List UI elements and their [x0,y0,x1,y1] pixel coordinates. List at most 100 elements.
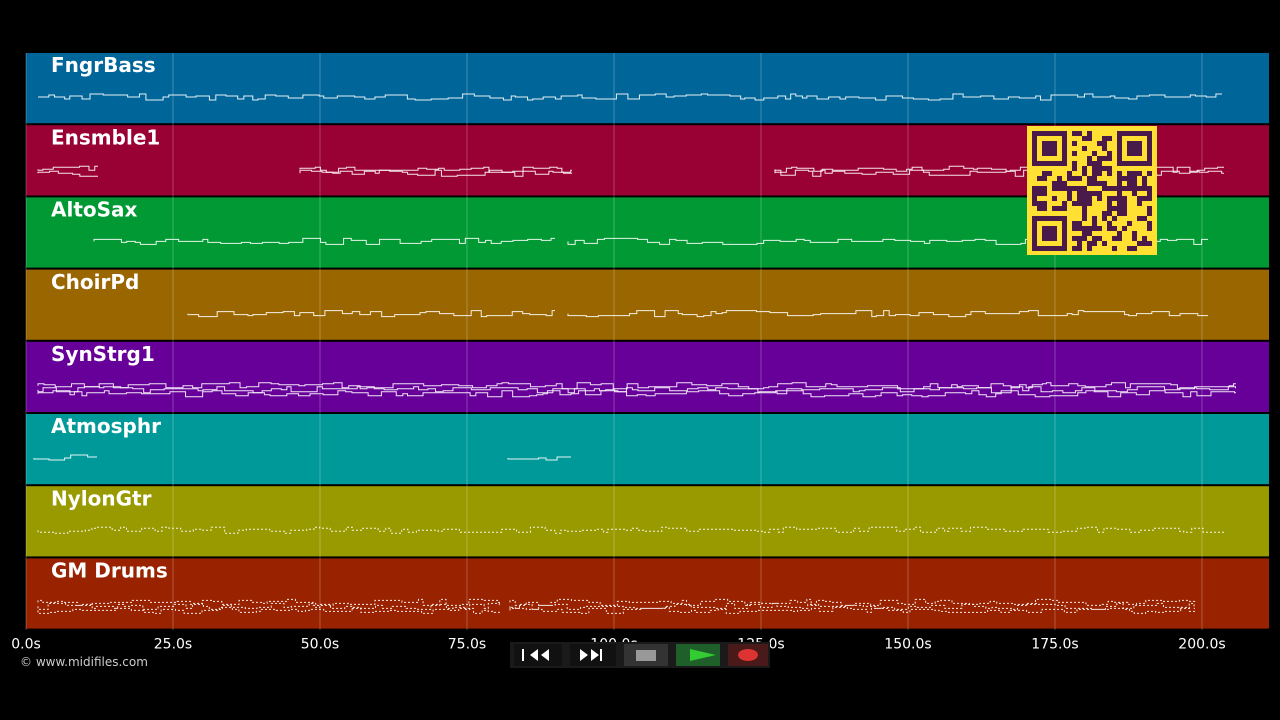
qr-module [1057,216,1062,221]
qr-module [1062,246,1067,251]
qr-module [1122,226,1127,231]
qr-module [1077,246,1082,251]
qr-module [1107,196,1112,201]
qr-module [1097,166,1102,171]
qr-module [1062,156,1067,161]
qr-module [1117,231,1122,236]
qr-module [1052,151,1057,156]
qr-module [1117,141,1122,146]
qr-module [1042,176,1047,181]
qr-module [1147,191,1152,196]
qr-module [1032,196,1037,201]
qr-module [1107,151,1112,156]
qr-module [1092,166,1097,171]
tick-label: 75.0s [448,637,486,653]
qr-module [1132,176,1137,181]
qr-module [1072,226,1077,231]
qr-module [1112,246,1117,251]
qr-module [1117,206,1122,211]
track-name: NylonGtr [51,486,152,510]
qr-module [1142,176,1147,181]
qr-module [1062,186,1067,191]
qr-module [1057,181,1062,186]
qr-module [1132,186,1137,191]
qr-module [1047,161,1052,166]
qr-module [1077,201,1082,206]
qr-module [1072,176,1077,181]
note-trace [93,237,555,245]
grid [25,53,1203,630]
qr-module [1087,196,1092,201]
qr-module [1052,206,1057,211]
record-button[interactable] [728,644,768,666]
qr-module [1087,136,1092,141]
qr-module [1102,146,1107,151]
note-trace [37,170,98,177]
qr-module [1087,231,1092,236]
note-trace [37,606,500,614]
copyright: © www.midifiles.com [20,655,148,669]
qr-module [1052,231,1057,236]
qr-module [1132,141,1137,146]
qr-module [1047,236,1052,241]
rewind-button[interactable] [514,644,562,666]
qr-module [1087,161,1092,166]
qr-module [1147,141,1152,146]
qr-module [1037,206,1042,211]
qr-module [1082,236,1087,241]
qr-module [1082,201,1087,206]
forward-button[interactable] [570,644,616,666]
qr-module [1097,196,1102,201]
qr-module [1132,191,1137,196]
qr-module [1142,186,1147,191]
qr-module [1137,151,1142,156]
qr-module [1072,246,1077,251]
qr-module [1047,226,1052,231]
qr-module [1052,181,1057,186]
qr-module [1032,236,1037,241]
qr-module [1142,131,1147,136]
tick-label: 175.0s [1031,637,1078,653]
note-trace [33,454,97,461]
qr-module [1112,216,1117,221]
qr-module [1132,131,1137,136]
qr-module [1082,226,1087,231]
qr-module [1107,226,1112,231]
stop-button[interactable] [624,644,668,666]
qr-module [1142,236,1147,241]
qr-module [1037,191,1042,196]
qr-module [1082,206,1087,211]
qr-module [1057,131,1062,136]
track-lane [26,341,1269,412]
note-trace [37,386,1237,394]
qr-module [1137,196,1142,201]
qr-module [1062,141,1067,146]
qr-module [1092,236,1097,241]
qr-module [1062,161,1067,166]
qr-module [1077,131,1082,136]
qr-module [1127,221,1132,226]
qr-module [1102,241,1107,246]
qr-module [1032,141,1037,146]
qr-module [1097,156,1102,161]
qr-module [1112,226,1117,231]
track-name: SynStrg1 [51,342,155,366]
qr-module [1117,156,1122,161]
rewind-icon [522,649,549,661]
qr-module [1122,196,1127,201]
qr-module [1032,191,1037,196]
qr-module [1042,141,1047,146]
play-button[interactable] [676,644,720,666]
qr-module [1147,156,1152,161]
qr-module [1102,136,1107,141]
note-trace [509,602,1195,610]
qr-module [1102,156,1107,161]
qr-module [1107,211,1112,216]
qr-module [1107,166,1112,171]
qr-module [1127,246,1132,251]
forward-icon [580,649,602,661]
qr-module [1062,221,1067,226]
qr-module [1137,141,1142,146]
qr-module [1072,166,1077,171]
qr-module [1107,206,1112,211]
